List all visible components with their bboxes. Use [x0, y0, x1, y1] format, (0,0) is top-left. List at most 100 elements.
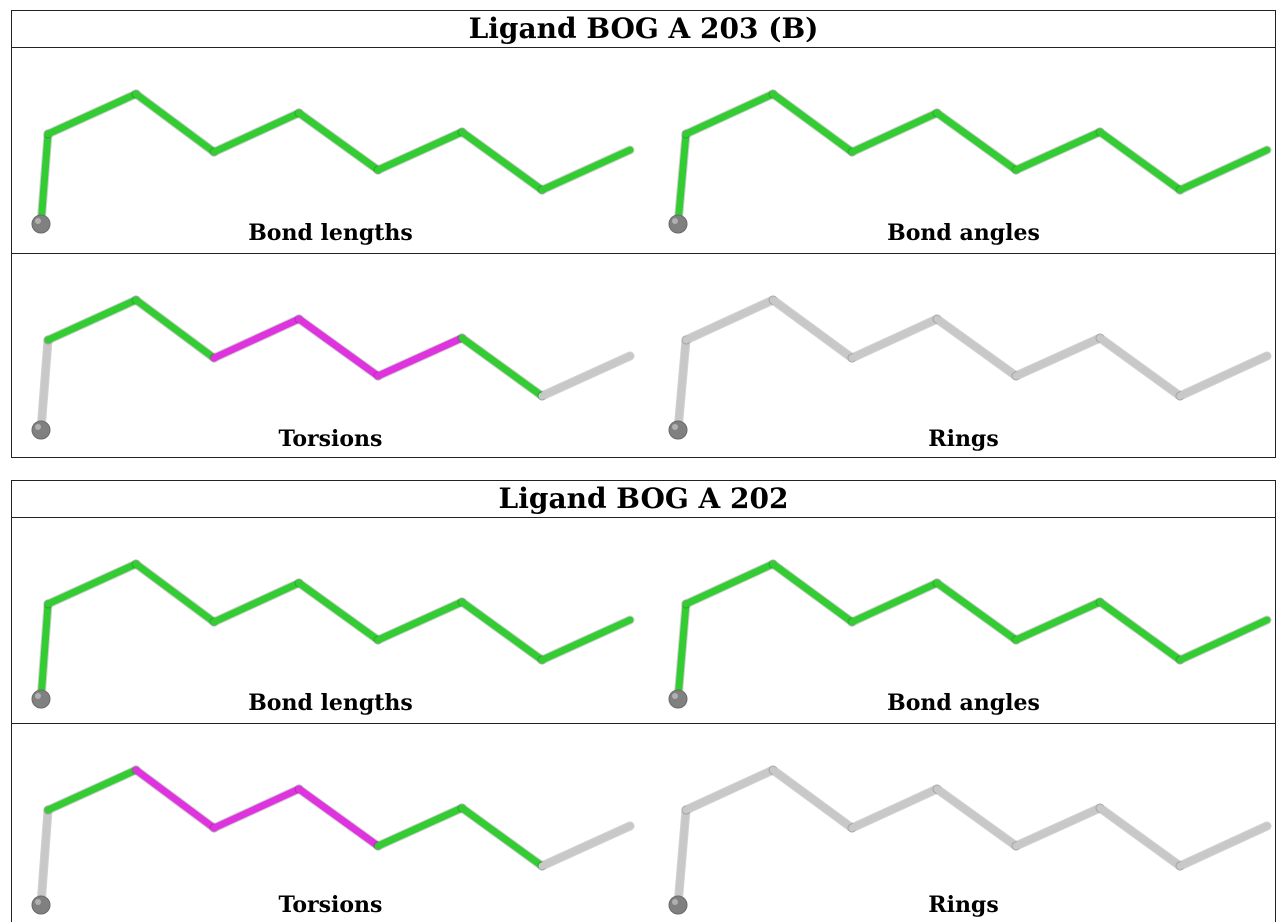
bond	[1012, 128, 1104, 174]
bond	[1096, 128, 1184, 194]
bond	[1096, 598, 1184, 664]
bond	[37, 600, 52, 703]
rings-cell: Rings	[650, 724, 1276, 924]
bond	[848, 579, 941, 626]
bond	[848, 785, 941, 832]
bond	[933, 785, 1020, 850]
bond	[769, 296, 856, 362]
cell-caption: Bond angles	[887, 220, 1040, 246]
cell-caption: Torsions	[278, 426, 383, 452]
atom-highlight	[35, 899, 41, 905]
bond	[1176, 352, 1271, 400]
bond	[37, 336, 52, 434]
bond	[1012, 804, 1104, 850]
bond	[538, 352, 634, 400]
cell-caption: Bond angles	[887, 690, 1040, 716]
bond	[44, 766, 140, 814]
bond	[295, 315, 382, 380]
cell-caption: Torsions	[278, 892, 383, 918]
atom-highlight	[35, 693, 41, 699]
bond-angles-cell: Bond angles	[650, 48, 1276, 253]
atom-highlight	[672, 218, 678, 224]
panel-title: Ligand BOG A 202	[12, 481, 1275, 518]
bond	[295, 579, 382, 644]
bond	[210, 315, 303, 362]
row-divider	[12, 723, 1275, 724]
bond	[769, 766, 856, 832]
ligand-chain-diagram	[668, 559, 1272, 709]
bond	[210, 579, 303, 626]
bond	[674, 130, 690, 228]
bond	[132, 560, 218, 626]
ligand-chain-diagram	[31, 765, 635, 915]
bond-angles-cell: Bond angles	[650, 518, 1276, 723]
bond	[538, 616, 634, 664]
bond	[848, 109, 941, 156]
panel-title: Ligand BOG A 203 (B)	[12, 11, 1275, 48]
bond	[1096, 334, 1184, 400]
torsions-cell: Torsions	[12, 254, 649, 459]
bond	[1012, 334, 1104, 380]
bond	[848, 315, 941, 362]
ligand-chain-diagram	[668, 295, 1272, 440]
torsions-cell: Torsions	[12, 724, 649, 924]
atom-highlight	[672, 693, 678, 699]
bond	[374, 804, 466, 850]
ligand-chain-diagram	[668, 765, 1272, 915]
bond	[458, 598, 546, 664]
bond	[1012, 598, 1104, 644]
ligand-chain-diagram	[31, 295, 635, 440]
bond	[210, 785, 303, 832]
ligand-panel-bog-a-202: Ligand BOG A 202 Bond lengths Bond angle…	[11, 480, 1276, 922]
bond	[458, 334, 546, 400]
bond	[132, 90, 218, 156]
bond	[674, 600, 690, 703]
bond	[295, 109, 382, 174]
ligand-panel-bog-a-203: Ligand BOG A 203 (B) Bond lengths Bond a…	[11, 10, 1276, 458]
bond	[458, 804, 546, 870]
cell-caption: Bond lengths	[248, 690, 413, 716]
bond	[374, 598, 466, 644]
ligand-chain-diagram	[668, 89, 1272, 234]
bond	[374, 128, 466, 174]
bond	[682, 560, 777, 608]
bond-lengths-cell: Bond lengths	[12, 48, 649, 253]
bond	[132, 296, 218, 362]
bond	[769, 90, 856, 156]
bond-lengths-cell: Bond lengths	[12, 518, 649, 723]
cell-caption: Bond lengths	[248, 220, 413, 246]
bond	[769, 560, 856, 626]
cell-caption: Rings	[928, 892, 999, 918]
bond	[538, 822, 634, 870]
ligand-chain-diagram	[31, 89, 635, 234]
bond	[210, 109, 303, 156]
bond	[933, 315, 1020, 380]
atom-highlight	[672, 424, 678, 430]
bond	[458, 128, 546, 194]
bond	[44, 560, 140, 608]
atom-highlight	[672, 899, 678, 905]
bond	[44, 296, 140, 344]
bond	[538, 146, 634, 194]
atom-highlight	[35, 424, 41, 430]
bond	[682, 90, 777, 138]
bond	[37, 806, 52, 909]
bond	[295, 785, 382, 850]
bond	[374, 334, 466, 380]
bond	[44, 90, 140, 138]
bond	[1096, 804, 1184, 870]
rings-cell: Rings	[650, 254, 1276, 459]
bond	[132, 766, 218, 832]
ligand-chain-diagram	[31, 559, 635, 709]
atom-highlight	[35, 218, 41, 224]
cell-caption: Rings	[928, 426, 999, 452]
bond	[682, 766, 777, 814]
bond	[1176, 822, 1271, 870]
bond	[1176, 146, 1271, 194]
bond	[1176, 616, 1271, 664]
bond	[674, 336, 690, 434]
bond	[933, 579, 1020, 644]
row-divider	[12, 253, 1275, 254]
bond	[933, 109, 1020, 174]
bond	[682, 296, 777, 344]
